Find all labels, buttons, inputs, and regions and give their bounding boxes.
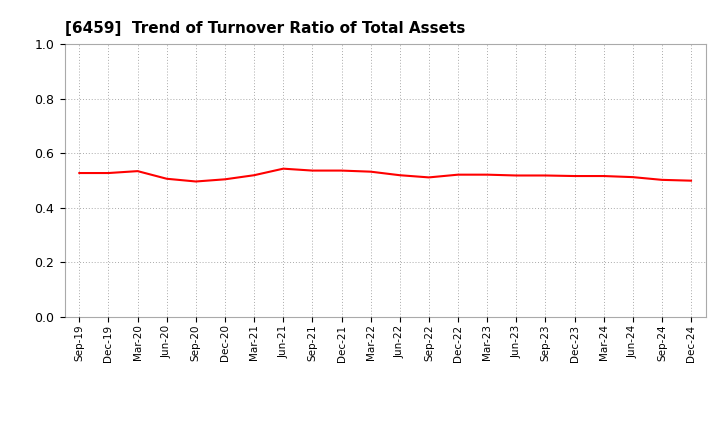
Text: [6459]  Trend of Turnover Ratio of Total Assets: [6459] Trend of Turnover Ratio of Total … xyxy=(65,21,465,36)
